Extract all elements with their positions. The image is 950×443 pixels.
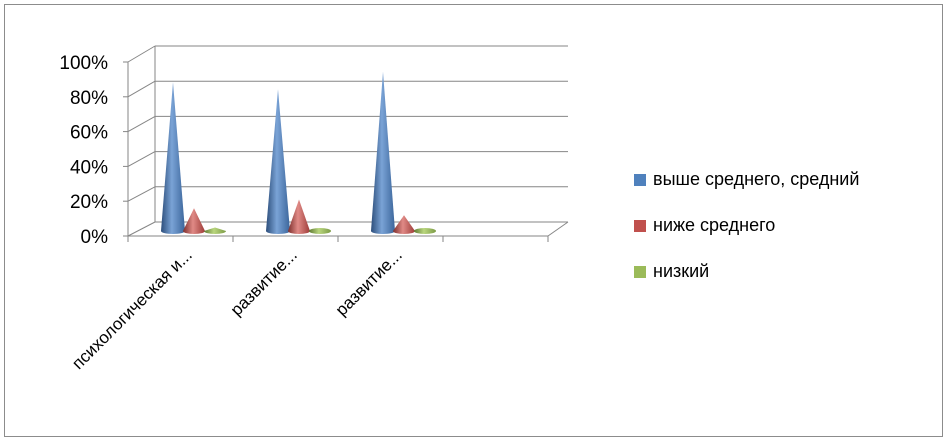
gridline-side [127, 115, 156, 133]
floor-edge [547, 221, 569, 237]
cone-above-average [371, 71, 395, 234]
y-tick-label: 60% [70, 123, 108, 144]
chart-walls [127, 45, 569, 237]
legend: выше среднего, средний ниже среднего низки… [634, 169, 859, 281]
y-tick-label: 80% [70, 88, 108, 109]
plot-area [161, 71, 436, 234]
category-label: развитие... [332, 245, 406, 319]
category-label: психологическая и... [68, 245, 196, 373]
gridline-side [127, 186, 156, 202]
category-axis: психологическая и... развитие... развитие.… [68, 245, 406, 373]
gridline-side [127, 221, 156, 237]
legend-swatch [634, 266, 646, 278]
legend-swatch [634, 174, 646, 186]
cone-above-average [161, 82, 185, 234]
cone-below-average [393, 215, 415, 234]
cone-below-average [288, 199, 310, 234]
y-tick-label: 40% [70, 157, 108, 178]
y-tick-label: 20% [70, 192, 108, 213]
cone-low [309, 228, 331, 234]
legend-label: ниже среднего [653, 215, 775, 235]
value-axis: 0% 20% 40% 60% 80% 100% [59, 53, 549, 248]
category-label: развитие... [227, 245, 301, 319]
y-tick-label: 0% [81, 227, 109, 248]
gridline-side [127, 80, 156, 98]
cone-low [204, 227, 226, 234]
gridline-side [127, 45, 156, 63]
legend-label: низкий [653, 261, 709, 281]
legend-label: выше среднего, средний [653, 169, 859, 189]
cone-above-average [266, 89, 290, 234]
legend-swatch [634, 220, 646, 232]
y-tick-label: 100% [59, 53, 108, 74]
chart-frame [4, 4, 943, 437]
cone-low [414, 228, 436, 234]
cone-below-average [183, 208, 205, 234]
gridline-side [127, 151, 156, 167]
